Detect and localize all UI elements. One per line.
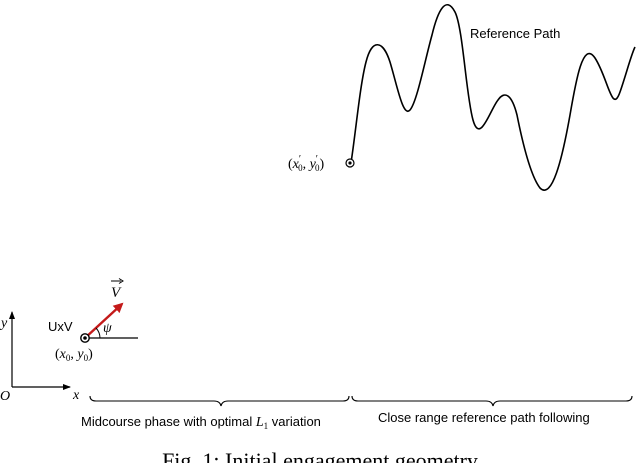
heading-angle-label: ψ: [103, 321, 112, 336]
close-range-brace: [351, 395, 633, 407]
heading-angle-arc: [95, 327, 101, 339]
midcourse-label: Midcourse phase with optimal L1 variatio…: [81, 414, 321, 431]
velocity-vector-arrowhead: [118, 278, 124, 284]
reference-path-label: Reference Path: [470, 26, 560, 41]
reference-path-curve: [350, 4, 636, 191]
y-axis-label: y: [0, 316, 8, 331]
vehicle-marker-inner: [83, 336, 87, 340]
velocity-arrow: [84, 302, 124, 339]
origin-label: O: [0, 389, 10, 404]
reference-start-point-inner: [348, 161, 352, 165]
reference-start-label: (x′ 0, y′ 0): [288, 154, 324, 173]
vehicle-label: UxV: [48, 319, 73, 334]
x-axis-label: x: [72, 388, 80, 403]
vehicle-position-label: (x0, y0): [55, 347, 93, 363]
figure-caption: Fig. 1: Initial engagement geometry: [162, 448, 478, 463]
velocity-label: V: [111, 285, 122, 301]
midcourse-brace: [89, 395, 350, 407]
close-range-label: Close range reference path following: [378, 410, 590, 425]
